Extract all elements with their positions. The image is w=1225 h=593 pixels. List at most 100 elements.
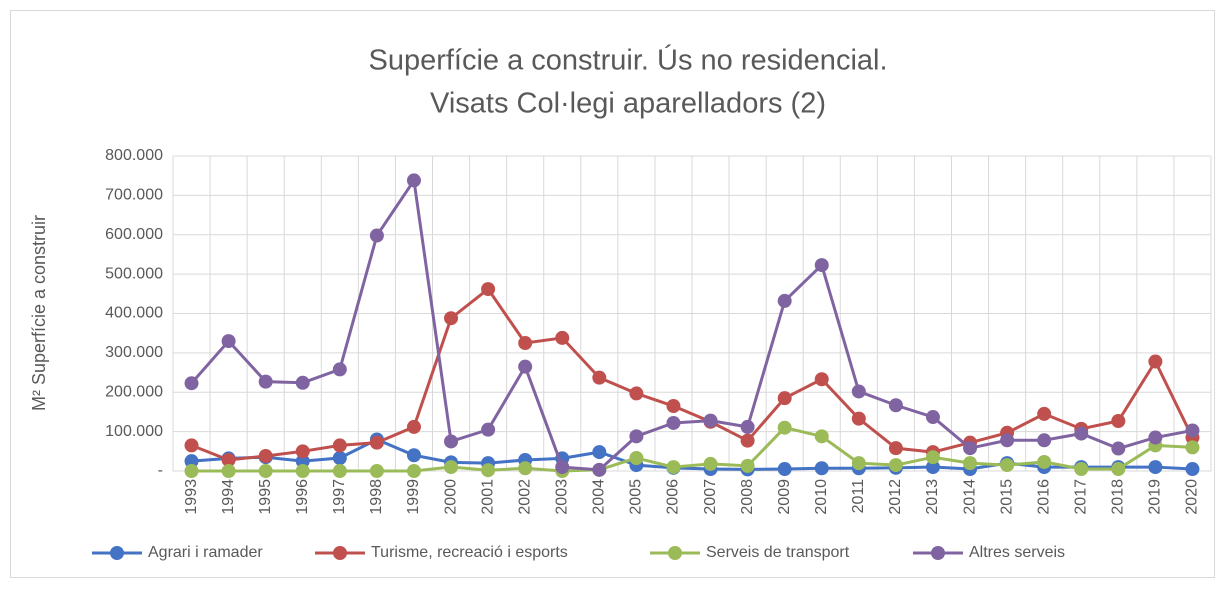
x-tick-label: 2018	[1110, 479, 1127, 515]
data-point	[777, 420, 792, 435]
data-point	[406, 173, 421, 188]
data-point	[444, 311, 459, 326]
chart-frame	[10, 10, 1215, 578]
series-line	[190, 286, 1194, 462]
legend-label: Serveis de transport	[706, 544, 850, 561]
data-point	[1037, 406, 1052, 421]
data-point	[666, 415, 681, 430]
x-tick-label: 1995	[257, 479, 274, 515]
legend-label: Altres serveis	[969, 544, 1065, 561]
legend-marker	[110, 546, 124, 560]
data-point	[888, 441, 903, 456]
x-tick-label: 1994	[220, 479, 237, 515]
data-point	[518, 359, 533, 374]
legend-marker	[931, 546, 945, 560]
data-point	[1074, 426, 1089, 441]
data-point	[184, 464, 199, 478]
data-point	[1074, 462, 1089, 477]
data-point	[888, 398, 903, 413]
data-point	[963, 441, 978, 456]
data-point	[221, 452, 236, 467]
data-point	[369, 435, 384, 450]
data-point	[1111, 441, 1126, 456]
x-tick-label: 2017	[1072, 479, 1089, 515]
data-point	[629, 451, 644, 466]
y-tick-label: 500.000	[105, 265, 163, 282]
x-tick-label: 1997	[331, 479, 348, 515]
data-point	[925, 450, 940, 465]
data-point	[629, 429, 644, 444]
data-point	[592, 370, 607, 385]
data-point	[925, 410, 940, 425]
data-point	[295, 454, 310, 469]
y-tick-label: 700.000	[105, 187, 163, 204]
data-point	[814, 372, 829, 387]
data-point	[184, 454, 199, 469]
data-point	[703, 456, 718, 471]
x-tick-label: 1999	[405, 479, 422, 515]
data-point	[406, 464, 421, 478]
y-tick-label: 400.000	[105, 305, 163, 322]
data-point	[777, 391, 792, 406]
data-point	[1148, 354, 1163, 369]
data-point	[258, 374, 273, 389]
chart-title: Superfície a construir. Ús no residencia…	[368, 44, 887, 77]
data-point	[629, 386, 644, 401]
data-point	[332, 438, 347, 453]
data-point	[332, 464, 347, 478]
x-tick-label: 2009	[776, 479, 793, 515]
data-point	[851, 384, 866, 399]
x-tick-label: 2005	[628, 479, 645, 515]
data-point	[332, 362, 347, 377]
data-point	[851, 411, 866, 426]
y-tick-label: 200.000	[105, 383, 163, 400]
x-tick-label: 2019	[1147, 479, 1164, 515]
x-tick-label: 1993	[183, 479, 200, 515]
data-point	[221, 464, 236, 478]
legend-label: Agrari i ramader	[148, 544, 263, 561]
legend-marker	[668, 546, 682, 560]
x-tick-label: 2012	[887, 479, 904, 515]
data-point	[369, 228, 384, 243]
x-tick-label: 1996	[294, 479, 311, 515]
data-point	[518, 461, 533, 476]
data-point	[777, 462, 792, 477]
data-point	[851, 456, 866, 471]
data-point	[481, 463, 496, 478]
data-point	[1000, 458, 1015, 473]
data-point	[740, 419, 755, 434]
data-point	[258, 449, 273, 464]
chart-subtitle: Visats Col·legi aparelladors (2)	[430, 88, 826, 120]
data-point	[1185, 423, 1200, 438]
y-tick-label: -	[158, 462, 163, 479]
data-point	[481, 422, 496, 437]
data-point	[1148, 430, 1163, 445]
x-tick-label: 2001	[479, 479, 496, 515]
y-axis-label: M² Superfície a construir	[29, 215, 49, 411]
data-point	[555, 460, 570, 475]
data-point	[332, 451, 347, 466]
x-tick-label: 2016	[1035, 479, 1052, 515]
y-tick-label: 300.000	[105, 344, 163, 361]
data-point	[1111, 462, 1126, 477]
data-point	[1148, 460, 1163, 475]
data-point	[703, 413, 718, 428]
x-tick-label: 2020	[1184, 479, 1201, 515]
data-point	[888, 458, 903, 473]
data-point	[814, 258, 829, 273]
x-tick-label: 2006	[665, 479, 682, 515]
series-line	[190, 176, 1193, 472]
data-point	[295, 375, 310, 390]
x-tick-label: 2010	[813, 479, 830, 515]
data-point	[963, 456, 978, 471]
x-tick-label: 1998	[368, 479, 385, 515]
x-tick-label: 2002	[516, 479, 533, 515]
legend-label: Turisme, recreació i esports	[371, 544, 568, 561]
data-point	[369, 464, 384, 478]
x-tick-label: 2013	[924, 479, 941, 515]
data-point	[444, 460, 459, 475]
data-point	[777, 293, 792, 308]
data-point	[1185, 462, 1200, 477]
x-tick-label: 2011	[850, 479, 867, 514]
